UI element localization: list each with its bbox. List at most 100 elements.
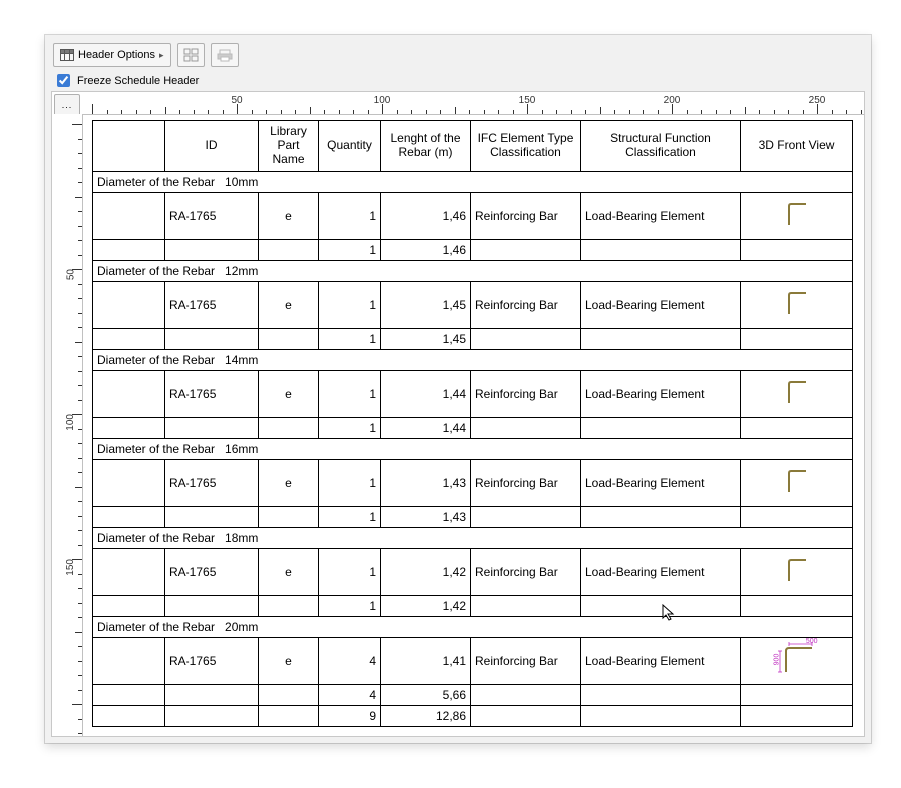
table-cell bbox=[93, 371, 165, 418]
column-header[interactable]: IFC Element Type Classification bbox=[471, 121, 581, 172]
table-cell: 1,42 bbox=[381, 549, 471, 596]
schedule-stage: ... 50100150200250 50100150 IDLibrary Pa… bbox=[51, 91, 865, 737]
table-cell: RA-1765 bbox=[165, 193, 259, 240]
table-cell: 1,46 bbox=[381, 240, 471, 261]
table-cell: Reinforcing Bar bbox=[471, 549, 581, 596]
group-header-row: Diameter of the Rebar 18mm bbox=[93, 528, 853, 549]
group-header-row: Diameter of the Rebar 12mm bbox=[93, 261, 853, 282]
table-cell bbox=[93, 638, 165, 685]
table-cell bbox=[259, 706, 319, 727]
table-cell bbox=[581, 507, 741, 528]
table-row[interactable]: RA-1765e11,46Reinforcing BarLoad-Bearing… bbox=[93, 193, 853, 240]
table-cell bbox=[165, 240, 259, 261]
horizontal-ruler: 50100150200250 bbox=[82, 92, 864, 115]
header-options-button[interactable]: Header Options ▸ bbox=[53, 43, 171, 67]
table-cell: Load-Bearing Element bbox=[581, 193, 741, 240]
options-ellipsis-button[interactable]: ... bbox=[54, 94, 80, 116]
table-cell bbox=[581, 329, 741, 350]
table-cell: e bbox=[259, 549, 319, 596]
table-cell bbox=[741, 371, 853, 418]
table-cell: 1,46 bbox=[381, 193, 471, 240]
table-cell bbox=[165, 685, 259, 706]
table-cell: 1,45 bbox=[381, 329, 471, 350]
table-row[interactable]: RA-1765e11,42Reinforcing BarLoad-Bearing… bbox=[93, 549, 853, 596]
table-cell: 5,66 bbox=[381, 685, 471, 706]
table-cell: RA-1765 bbox=[165, 549, 259, 596]
table-cell bbox=[93, 418, 165, 439]
table-cell: 1 bbox=[319, 193, 381, 240]
table-cell: 1,43 bbox=[381, 460, 471, 507]
print-button[interactable] bbox=[211, 43, 239, 67]
table-cell bbox=[581, 706, 741, 727]
table-cell bbox=[259, 240, 319, 261]
column-header[interactable]: Structural Function Classification bbox=[581, 121, 741, 172]
table-cell: 1 bbox=[319, 240, 381, 261]
column-header[interactable]: ID bbox=[165, 121, 259, 172]
table-cell: Reinforcing Bar bbox=[471, 638, 581, 685]
table-cell: Load-Bearing Element bbox=[581, 282, 741, 329]
table-cell bbox=[741, 706, 853, 727]
table-cell: Load-Bearing Element bbox=[581, 549, 741, 596]
column-header[interactable] bbox=[93, 121, 165, 172]
table-cell: 500 900 bbox=[741, 638, 853, 685]
toolbar: Header Options ▸ bbox=[53, 43, 239, 67]
table-cell bbox=[165, 507, 259, 528]
table-cell: RA-1765 bbox=[165, 638, 259, 685]
table-cell: 1 bbox=[319, 549, 381, 596]
table-cell bbox=[741, 596, 853, 617]
table-cell bbox=[581, 418, 741, 439]
table-cell: 9 bbox=[319, 706, 381, 727]
table-header-icon bbox=[60, 49, 74, 61]
table-cell bbox=[471, 685, 581, 706]
schedule-table: IDLibrary Part NameQuantityLenght of the… bbox=[92, 120, 853, 727]
subtotal-row: 11,45 bbox=[93, 329, 853, 350]
table-cell bbox=[259, 596, 319, 617]
table-cell bbox=[581, 596, 741, 617]
table-cell bbox=[471, 418, 581, 439]
table-cell bbox=[93, 240, 165, 261]
freeze-header-checkbox[interactable] bbox=[57, 74, 70, 87]
table-cell bbox=[741, 282, 853, 329]
column-header[interactable]: Lenght of the Rebar (m) bbox=[381, 121, 471, 172]
table-cell: 4 bbox=[319, 638, 381, 685]
table-cell bbox=[581, 685, 741, 706]
table-cell bbox=[259, 418, 319, 439]
table-cell: 1,44 bbox=[381, 371, 471, 418]
table-cell: Reinforcing Bar bbox=[471, 460, 581, 507]
printer-icon bbox=[217, 48, 233, 62]
table-cell bbox=[93, 596, 165, 617]
table-cell: 1,41 bbox=[381, 638, 471, 685]
table-cell bbox=[741, 507, 853, 528]
table-cell bbox=[93, 706, 165, 727]
table-cell bbox=[93, 460, 165, 507]
subtotal-row: 11,42 bbox=[93, 596, 853, 617]
schedule-sheet: IDLibrary Part NameQuantityLenght of the… bbox=[92, 120, 856, 727]
table-cell bbox=[93, 549, 165, 596]
subtotal-row: 11,44 bbox=[93, 418, 853, 439]
merge-cells-icon bbox=[183, 48, 199, 62]
table-cell bbox=[741, 418, 853, 439]
table-cell bbox=[165, 418, 259, 439]
table-row[interactable]: RA-1765e11,44Reinforcing BarLoad-Bearing… bbox=[93, 371, 853, 418]
column-header[interactable]: Quantity bbox=[319, 121, 381, 172]
table-cell: 4 bbox=[319, 685, 381, 706]
table-cell bbox=[93, 507, 165, 528]
group-header-row: Diameter of the Rebar 14mm bbox=[93, 350, 853, 371]
table-cell bbox=[165, 329, 259, 350]
ellipsis-label: ... bbox=[62, 100, 73, 110]
column-header[interactable]: Library Part Name bbox=[259, 121, 319, 172]
table-row[interactable]: RA-1765e11,45Reinforcing BarLoad-Bearing… bbox=[93, 282, 853, 329]
table-row[interactable]: RA-1765e41,41Reinforcing BarLoad-Bearing… bbox=[93, 638, 853, 685]
grand-total-row: 912,86 bbox=[93, 706, 853, 727]
header-options-label: Header Options bbox=[78, 49, 155, 61]
table-cell: 1 bbox=[319, 596, 381, 617]
table-cell bbox=[741, 460, 853, 507]
vertical-ruler: 50100150 bbox=[52, 114, 83, 736]
column-header[interactable]: 3D Front View bbox=[741, 121, 853, 172]
table-cell: Reinforcing Bar bbox=[471, 371, 581, 418]
table-cell bbox=[471, 507, 581, 528]
group-header-row: Diameter of the Rebar 10mm bbox=[93, 172, 853, 193]
table-cell bbox=[93, 193, 165, 240]
table-row[interactable]: RA-1765e11,43Reinforcing BarLoad-Bearing… bbox=[93, 460, 853, 507]
merge-cells-button[interactable] bbox=[177, 43, 205, 67]
